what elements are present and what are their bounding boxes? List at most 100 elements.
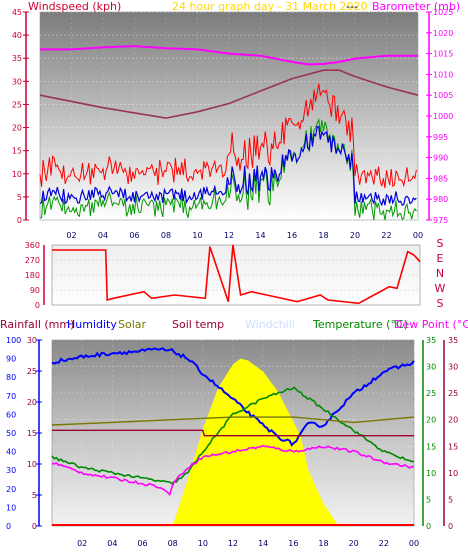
graph-title: 24 hour graph day - 31 March 2020	[172, 0, 368, 13]
baro-y-tick-label: 990	[433, 154, 448, 163]
temperature-x-tick-label: 12	[228, 539, 238, 548]
barometer-line	[40, 45, 418, 66]
humidity-y-tick-label: 10	[6, 503, 16, 512]
legend-humidity: Humidity	[67, 318, 117, 331]
humidity-y-tick-label: 0	[6, 522, 11, 531]
legend-solar: Solar	[118, 318, 147, 331]
wind-baro-series	[39, 45, 419, 221]
wind-gust-line	[39, 83, 417, 189]
dew-y-ticks: 0 5 10 15 20 25 30 35	[448, 336, 458, 531]
humidity-y-tick-label: 90	[6, 355, 16, 364]
temperature-x-tick-label: 16	[288, 539, 298, 548]
baro-y-tick-label: 1000	[433, 112, 453, 121]
direction-y-tick-label: 270	[25, 256, 40, 265]
temperature-series	[51, 347, 415, 497]
humidity-y-tick-label: 20	[6, 485, 16, 494]
wind-x-tick-label: 14	[255, 231, 265, 240]
humidity-y-tick-label: 50	[6, 429, 16, 438]
soil-temp-line	[52, 429, 414, 437]
rain-y-tick-label: 5	[32, 491, 37, 500]
temperature-x-tick-label: 18	[318, 539, 328, 548]
baro-y-tick-label: 995	[433, 133, 448, 142]
direction-compass-label: N	[436, 267, 444, 280]
temp-y-tick-label: 20	[426, 416, 436, 425]
rain-y-tick-label: 15	[27, 429, 37, 438]
wind-x-tick-label: 18	[318, 231, 328, 240]
dew-y-tick-label: 35	[448, 336, 458, 345]
wind-y-tick-label: 10	[12, 170, 22, 179]
humidity-line	[51, 347, 415, 447]
temp-y-tick-label: 0	[426, 522, 431, 531]
legend-windchill: Windchill	[245, 318, 295, 331]
direction-y-tick-label: 360	[25, 241, 40, 250]
temp-y-tick-label: 5	[426, 495, 431, 504]
dew-y-tick-label: 5	[448, 495, 453, 504]
temp-y-tick-label: 10	[426, 469, 436, 478]
wind-x-tick-label: 00	[413, 231, 423, 240]
wind-speed-line	[39, 125, 417, 207]
solar-radiation-area	[172, 358, 339, 526]
wind-x-tick-label: 20	[350, 231, 360, 240]
wind-x-ticks: 02 04 06 08 10 12 14 16 18 20 22 00	[66, 231, 423, 240]
temperature-x-tick-label: 02	[77, 539, 87, 548]
wind-y-tick-label: 30	[12, 77, 22, 86]
legend-temperature: Temperature (°C)	[312, 318, 408, 331]
temperature-line	[51, 386, 415, 485]
humidity-y-tick-label: 30	[6, 466, 16, 475]
wind-x-tick-label: 02	[66, 231, 76, 240]
wind-axis-title: Windspeed (kph)	[28, 0, 121, 13]
temperature-x-tick-label: 14	[258, 539, 268, 548]
dew-y-tick-label: 15	[448, 442, 458, 451]
legend-soil-temp: Soil temp	[172, 318, 224, 331]
barometer-trend-line	[39, 69, 419, 119]
rain-y-tick-label: 30	[27, 336, 37, 345]
direction-y-ticks: 0 90 180 270 360	[25, 241, 40, 310]
legend-rainfall: Rainfall (mm)	[0, 318, 74, 331]
direction-compass-label: S	[437, 297, 444, 310]
humidity-y-tick-label: 70	[6, 392, 16, 401]
wind-y-tick-label: 35	[12, 54, 22, 63]
humidity-y-tick-label: 100	[6, 336, 21, 345]
rain-y-ticks: 0 5 10 15 20 25 30	[27, 336, 42, 531]
humidity-y-tick-label: 80	[6, 373, 16, 382]
rain-y-tick-label: 0	[32, 522, 37, 531]
wind-x-tick-label: 12	[224, 231, 234, 240]
baro-y-tick-label: 975	[433, 216, 448, 225]
wind-y-ticks: 0 5 10 15 20 25 30 35 40 45	[12, 8, 29, 225]
dewpoint-line	[51, 444, 415, 497]
direction-series	[52, 244, 421, 305]
temp-y-tick-label: 15	[426, 442, 436, 451]
baro-y-tick-label: 1020	[433, 29, 453, 38]
dew-y-tick-label: 10	[448, 469, 458, 478]
wind-x-tick-label: 22	[381, 231, 391, 240]
temp-y-tick-label: 25	[426, 389, 436, 398]
direction-y-tick-label: 90	[30, 286, 40, 295]
dew-y-tick-label: 30	[448, 363, 458, 372]
title-dashes: ---	[346, 0, 358, 13]
temp-y-ticks: 0 5 10 15 20 25 30 35	[426, 336, 436, 531]
wind-x-tick-label: 06	[129, 231, 139, 240]
direction-y-tick-label: 0	[35, 301, 40, 310]
wind-x-tick-label: 08	[161, 231, 171, 240]
wind-y-tick-label: 40	[12, 31, 22, 40]
wind-x-tick-label: 10	[192, 231, 202, 240]
temperature-x-ticks: 02 04 06 08 10 12 14 16 18 20 22 00	[77, 539, 419, 548]
temperature-x-tick-label: 04	[107, 539, 117, 548]
rain-y-tick-label: 20	[27, 398, 37, 407]
humidity-y-tick-label: 40	[6, 448, 16, 457]
direction-compass-label: W	[435, 282, 446, 295]
dew-y-tick-label: 20	[448, 416, 458, 425]
wind-direction-line	[52, 244, 421, 305]
baro-y-tick-label: 980	[433, 195, 448, 204]
wind-y-tick-label: 25	[12, 100, 22, 109]
solar-area	[172, 358, 339, 526]
baro-y-tick-label: 1005	[433, 91, 453, 100]
wind-y-tick-label: 0	[17, 216, 22, 225]
temp-y-tick-label: 35	[426, 336, 436, 345]
temperature-x-tick-label: 20	[349, 539, 359, 548]
solar-line	[51, 416, 415, 426]
direction-compass-label: S	[437, 237, 444, 250]
temperature-x-tick-label: 10	[198, 539, 208, 548]
